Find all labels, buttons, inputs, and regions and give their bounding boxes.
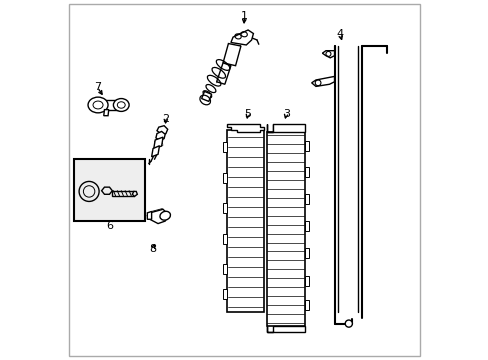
Text: 4: 4 [336,29,343,39]
Bar [304,221,308,231]
Bar [223,173,227,183]
Bar [266,132,304,327]
Bar [227,130,264,312]
Bar [223,143,227,153]
Ellipse shape [160,211,170,220]
Polygon shape [266,327,304,332]
Polygon shape [132,192,137,197]
Bar [223,203,227,213]
Text: 1: 1 [241,12,247,21]
Polygon shape [147,211,151,219]
Polygon shape [230,30,253,45]
Circle shape [345,320,352,327]
Bar [223,264,227,274]
Ellipse shape [88,97,108,113]
Text: 6: 6 [106,221,113,231]
Text: 3: 3 [282,109,289,119]
Text: 8: 8 [149,244,156,253]
Bar [74,158,145,221]
Polygon shape [156,131,165,141]
Text: 7: 7 [94,82,101,92]
Polygon shape [151,146,159,157]
Text: 2: 2 [162,113,169,123]
Bar [223,234,227,244]
Bar [304,194,308,204]
Bar [304,167,308,177]
Polygon shape [266,123,304,132]
Polygon shape [227,123,264,132]
Bar [304,141,308,151]
Circle shape [79,181,99,202]
Ellipse shape [113,99,129,111]
Polygon shape [157,126,167,134]
Polygon shape [103,110,108,116]
Bar [98,100,121,110]
Bar [304,276,308,287]
Polygon shape [311,76,334,86]
Polygon shape [322,51,334,58]
Polygon shape [223,44,241,66]
Bar [304,248,308,258]
Polygon shape [201,91,211,102]
Bar [223,289,227,299]
Polygon shape [147,209,167,224]
Polygon shape [102,187,112,194]
Polygon shape [153,137,163,149]
Bar [304,300,308,310]
Bar [112,191,134,196]
Polygon shape [216,63,230,84]
Text: 5: 5 [244,109,251,119]
Circle shape [83,186,95,197]
